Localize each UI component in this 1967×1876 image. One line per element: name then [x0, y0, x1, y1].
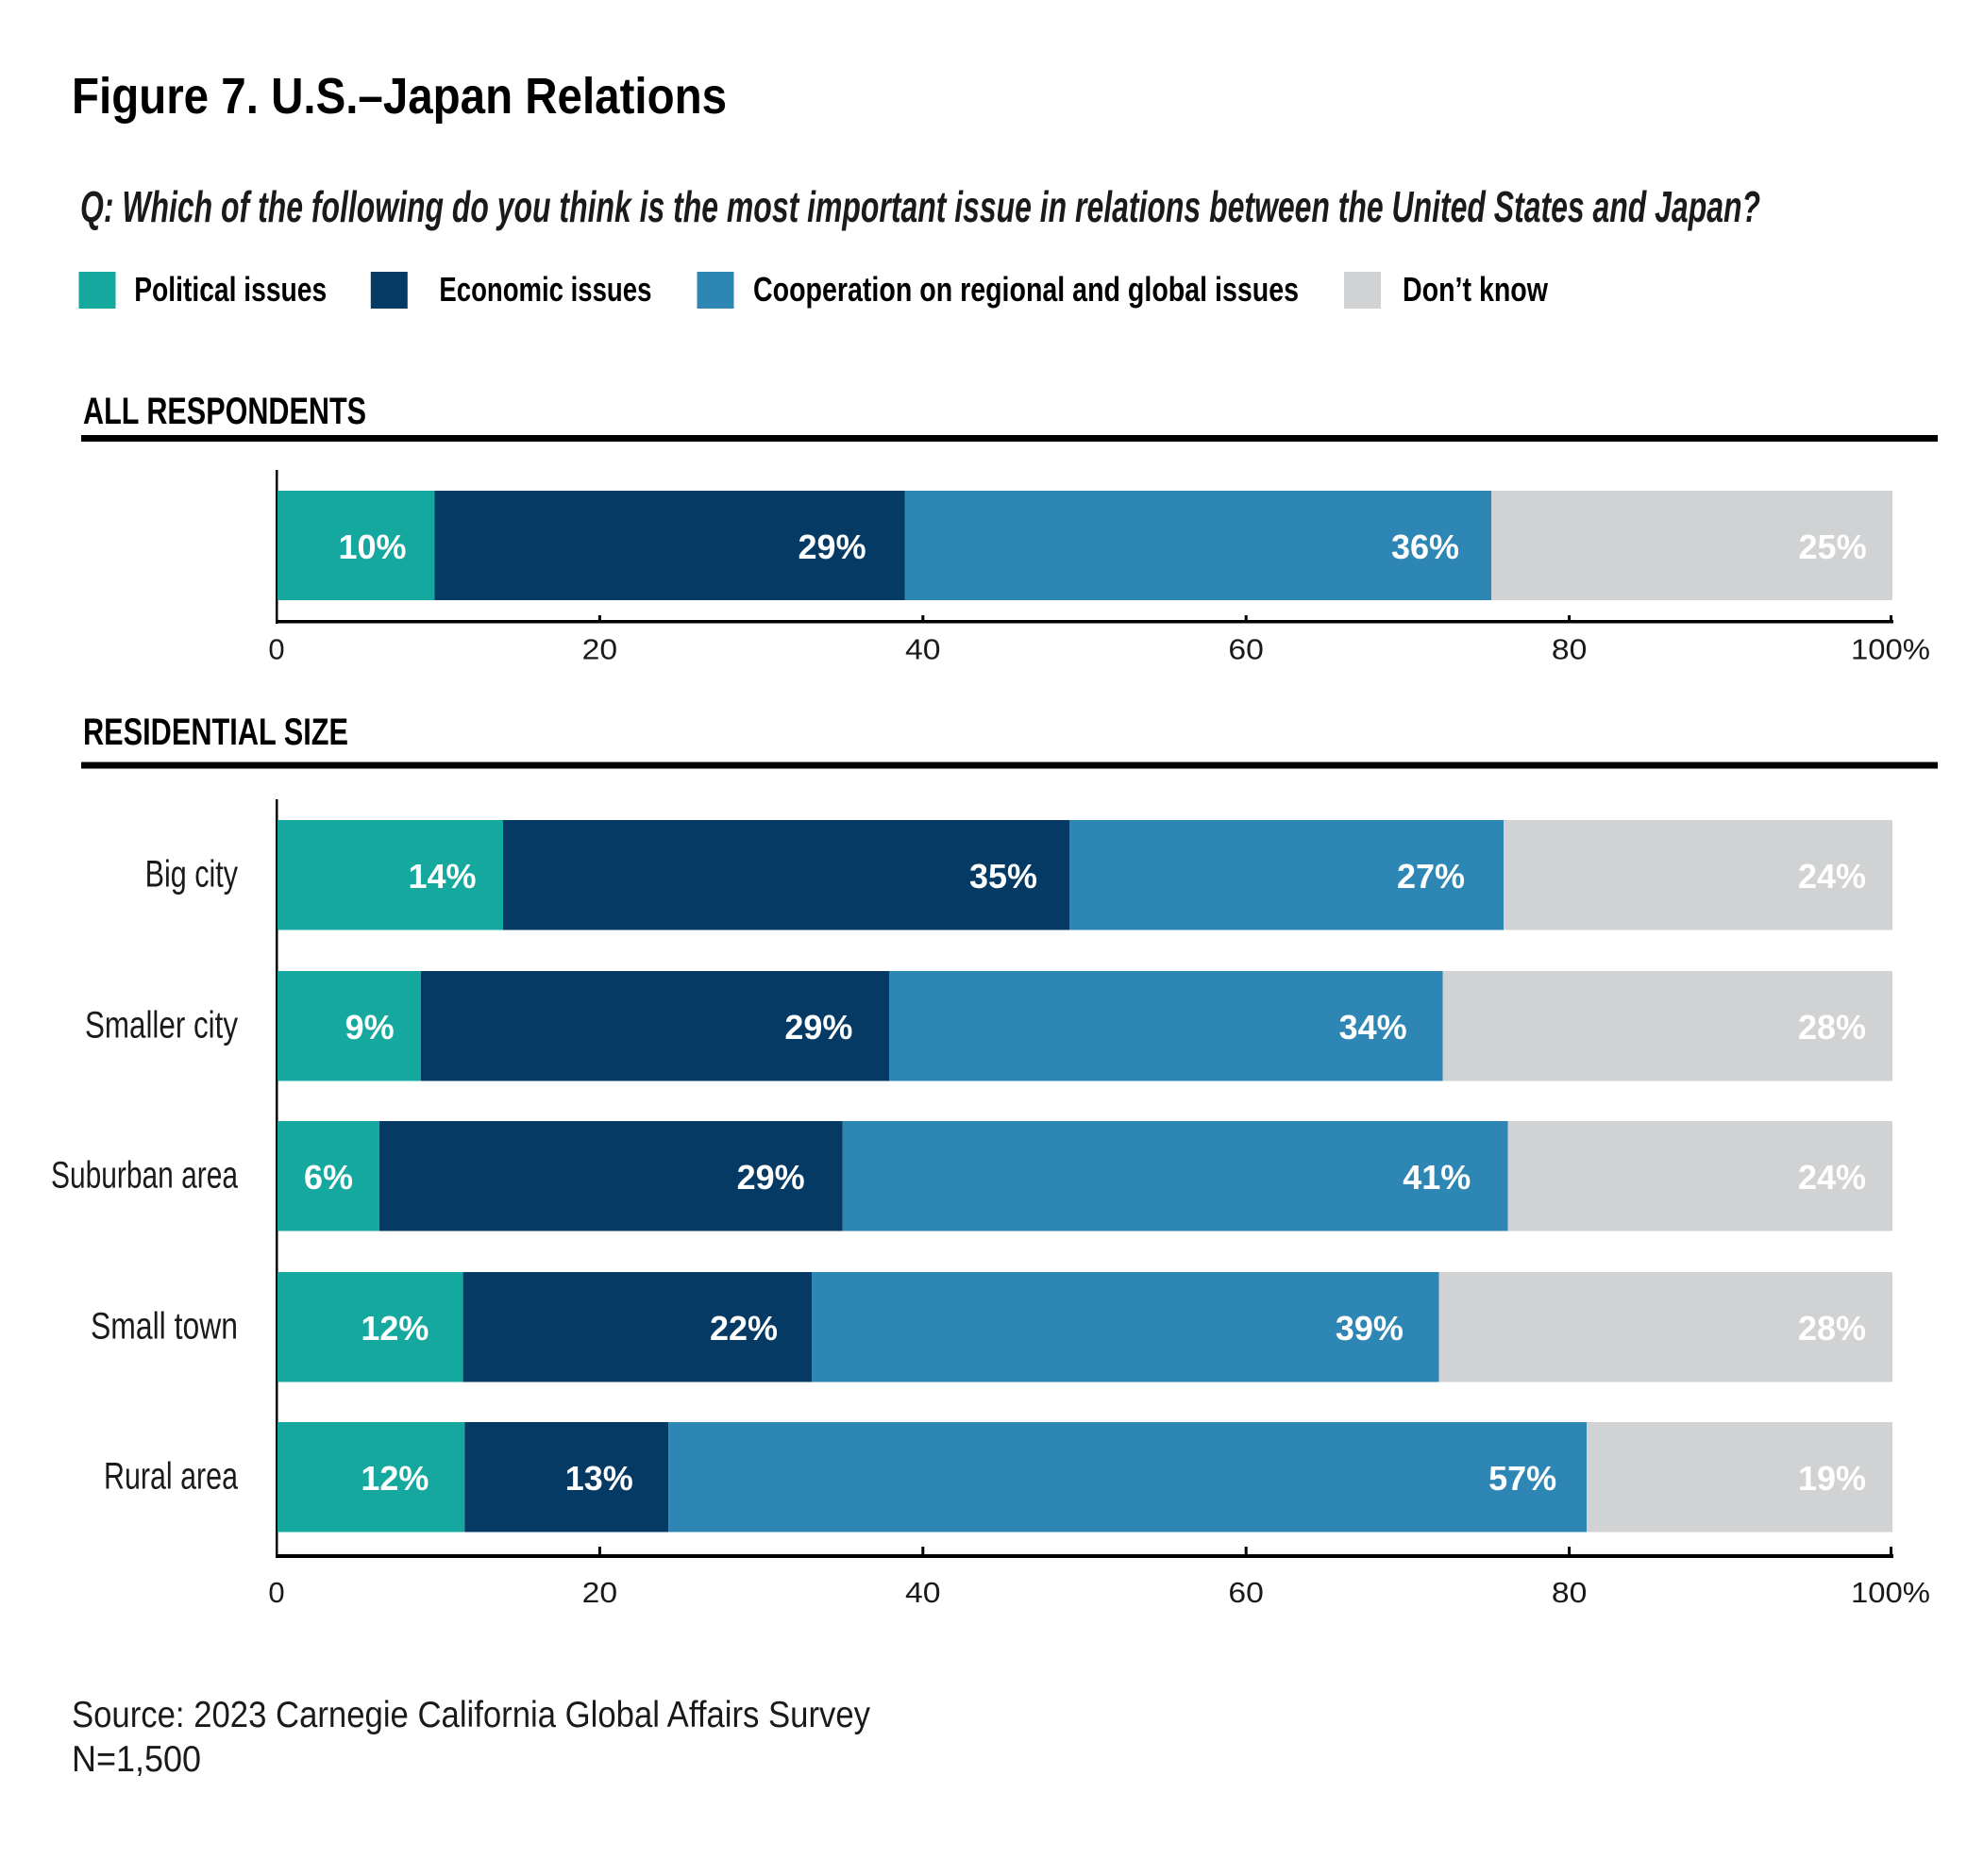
- svg-text:Small town: Small town: [91, 1306, 238, 1348]
- svg-text:Political issues: Political issues: [134, 270, 327, 309]
- svg-text:9%: 9%: [345, 1008, 395, 1047]
- svg-text:Don’t know: Don’t know: [1403, 270, 1549, 309]
- svg-text:29%: 29%: [737, 1158, 805, 1197]
- svg-text:Big city: Big city: [145, 854, 238, 896]
- svg-text:60: 60: [1228, 633, 1264, 666]
- svg-text:RESIDENTIAL SIZE: RESIDENTIAL SIZE: [83, 712, 348, 753]
- svg-text:57%: 57%: [1488, 1459, 1556, 1498]
- svg-text:ALL RESPONDENTS: ALL RESPONDENTS: [83, 391, 366, 432]
- svg-text:Source: 2023 Carnegie Californ: Source: 2023 Carnegie California Global …: [72, 1695, 870, 1735]
- svg-text:39%: 39%: [1336, 1309, 1404, 1348]
- svg-text:0: 0: [268, 633, 284, 666]
- svg-text:36%: 36%: [1391, 528, 1459, 566]
- svg-text:14%: 14%: [408, 857, 476, 896]
- svg-text:6%: 6%: [304, 1158, 353, 1197]
- svg-text:10%: 10%: [338, 528, 406, 566]
- svg-text:24%: 24%: [1798, 1158, 1866, 1197]
- svg-text:100%: 100%: [1851, 1576, 1930, 1609]
- svg-text:Figure 7. U.S.–Japan Relations: Figure 7. U.S.–Japan Relations: [72, 68, 727, 125]
- svg-text:Economic issues: Economic issues: [439, 270, 651, 309]
- svg-text:80: 80: [1552, 633, 1588, 666]
- svg-text:80: 80: [1552, 1576, 1588, 1609]
- svg-text:35%: 35%: [969, 857, 1037, 896]
- svg-text:34%: 34%: [1339, 1008, 1407, 1047]
- svg-text:Suburban area: Suburban area: [51, 1155, 239, 1197]
- svg-text:28%: 28%: [1798, 1309, 1866, 1348]
- svg-text:12%: 12%: [361, 1309, 429, 1348]
- svg-text:Smaller city: Smaller city: [85, 1005, 238, 1047]
- svg-text:20: 20: [582, 633, 618, 666]
- svg-text:40: 40: [905, 1576, 941, 1609]
- svg-text:41%: 41%: [1403, 1158, 1471, 1197]
- svg-text:N=1,500: N=1,500: [72, 1739, 201, 1780]
- svg-text:22%: 22%: [710, 1309, 778, 1348]
- svg-text:13%: 13%: [565, 1459, 633, 1498]
- svg-text:0: 0: [268, 1576, 284, 1609]
- svg-text:28%: 28%: [1798, 1008, 1866, 1047]
- svg-text:Rural area: Rural area: [104, 1456, 239, 1498]
- svg-text:12%: 12%: [361, 1459, 429, 1498]
- svg-text:29%: 29%: [799, 528, 866, 566]
- svg-text:Cooperation on regional and gl: Cooperation on regional and global issue…: [753, 270, 1299, 309]
- svg-text:25%: 25%: [1799, 528, 1867, 566]
- svg-text:19%: 19%: [1798, 1459, 1866, 1498]
- svg-text:27%: 27%: [1397, 857, 1465, 896]
- svg-text:24%: 24%: [1798, 857, 1866, 896]
- svg-text:29%: 29%: [784, 1008, 852, 1047]
- svg-text:Q: Which of the following do y: Q: Which of the following do you think i…: [80, 182, 1760, 231]
- svg-text:100%: 100%: [1851, 633, 1930, 666]
- svg-text:40: 40: [905, 633, 941, 666]
- svg-text:20: 20: [582, 1576, 618, 1609]
- svg-text:60: 60: [1228, 1576, 1264, 1609]
